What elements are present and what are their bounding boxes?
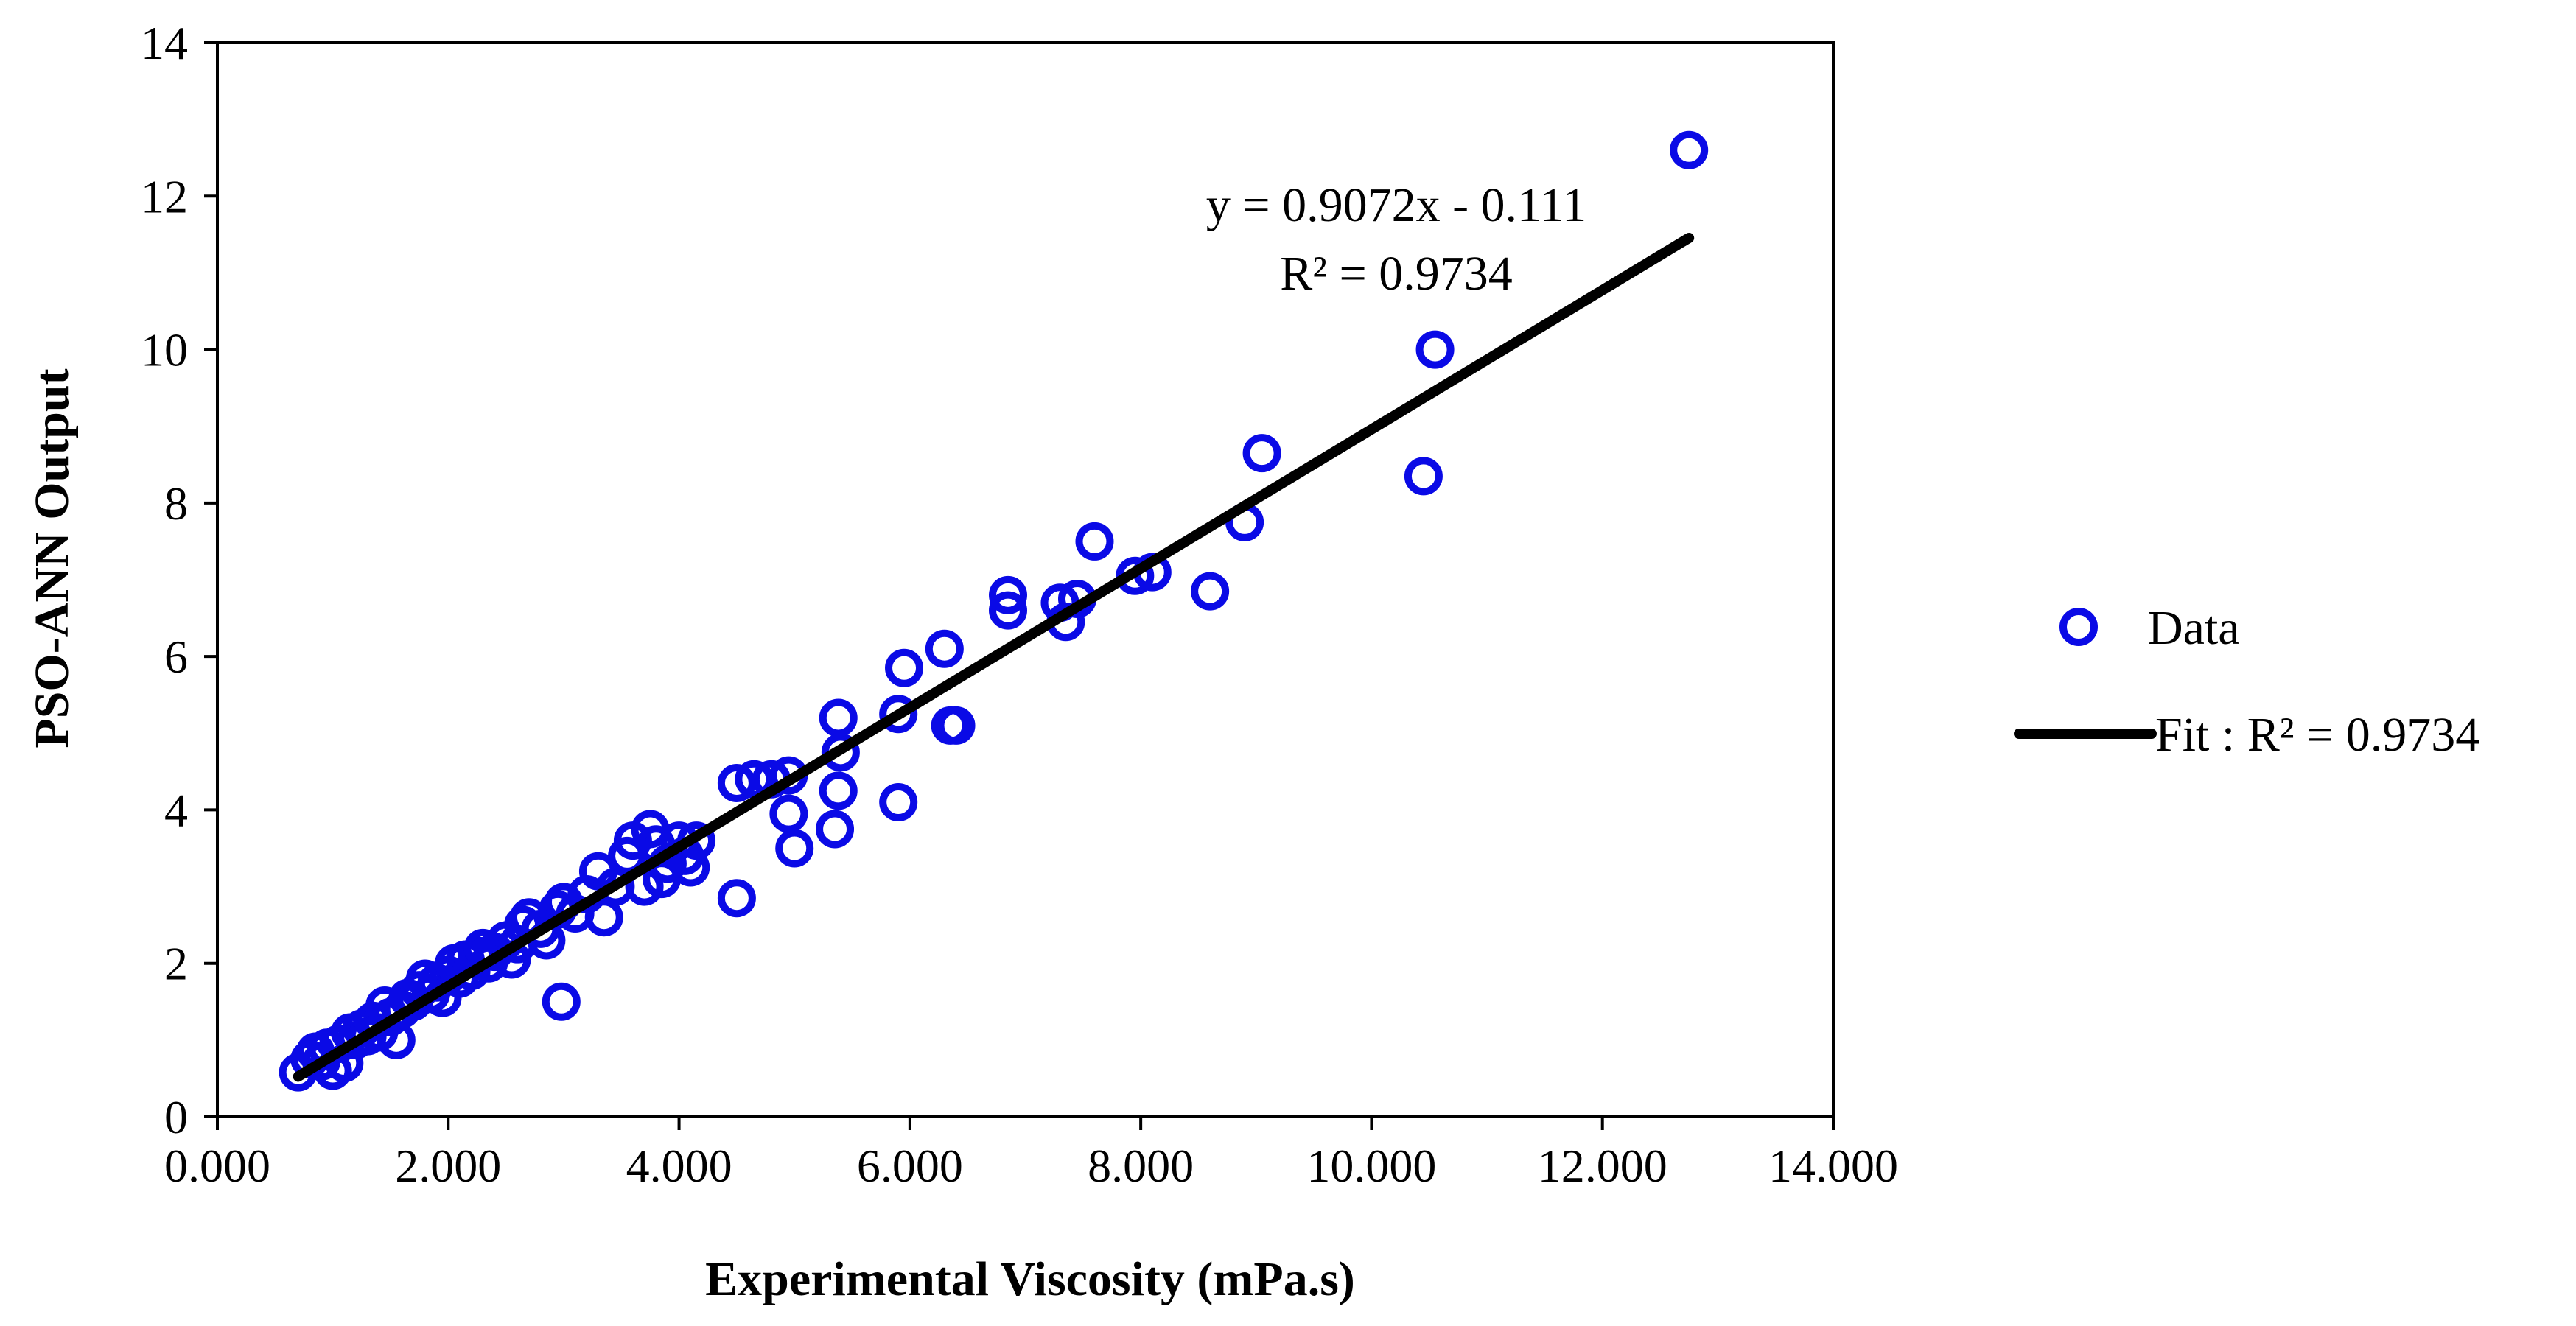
data-point (717, 763, 756, 802)
x-axis-ticks: 0.000 2.000 4.000 6.000 8.000 10.000 12.000 14.… (164, 1117, 1898, 1192)
x-tick-label: 6.000 (857, 1140, 963, 1192)
data-point (925, 629, 964, 668)
x-tick-label: 4.000 (626, 1140, 732, 1192)
data-points (279, 130, 1709, 1092)
data-point (816, 810, 855, 849)
data-point (1404, 457, 1443, 496)
y-tick-label: 8 (164, 477, 188, 530)
data-point (1242, 434, 1281, 473)
plot-area-border (216, 41, 1835, 1118)
data-point (1075, 522, 1114, 561)
data-point (819, 698, 858, 737)
data-point (1670, 130, 1709, 169)
fit-equation-annotation: y = 0.9072x - 0.111 (1206, 178, 1586, 232)
y-tick-label: 0 (164, 1091, 188, 1143)
x-tick-label: 14.000 (1768, 1140, 1898, 1192)
data-point (879, 783, 918, 822)
legend: Data Fit : R² = 0.9734 (2014, 601, 2479, 762)
data-point (717, 879, 756, 918)
x-axis-title: Experimental Viscosity (mPa.s) (705, 1252, 1355, 1306)
legend-marker-data (2059, 608, 2098, 646)
data-point (775, 829, 814, 868)
data-point (937, 706, 976, 745)
legend-label-fit: Fit : R² = 0.9734 (2155, 708, 2479, 762)
r-squared-annotation: R² = 0.9734 (1280, 247, 1513, 301)
x-tick-label: 8.000 (1088, 1140, 1194, 1192)
data-point (879, 695, 918, 734)
y-axis-ticks: 0 2 4 6 8 10 12 14 (141, 17, 217, 1143)
data-point (1415, 330, 1455, 369)
data-point (735, 760, 774, 799)
data-point (819, 771, 858, 810)
x-tick-label: 0.000 (164, 1140, 270, 1192)
data-point (769, 794, 808, 833)
y-tick-label: 10 (141, 324, 188, 376)
data-point (1191, 572, 1230, 611)
y-tick-label: 12 (141, 170, 188, 222)
data-point (989, 591, 1028, 630)
y-tick-label: 6 (164, 631, 188, 683)
legend-label-data: Data (2148, 601, 2240, 655)
data-point (542, 982, 581, 1021)
data-point (989, 575, 1028, 614)
x-tick-label: 12.000 (1538, 1140, 1667, 1192)
fit-line (293, 232, 1695, 1082)
fit-line-group (293, 232, 1695, 1082)
y-tick-label: 2 (164, 938, 188, 990)
y-axis-title: PSO-ANN Output (25, 368, 79, 748)
plot-frame (216, 41, 1835, 1118)
x-tick-label: 2.000 (395, 1140, 501, 1192)
x-tick-label: 10.000 (1306, 1140, 1436, 1192)
data-point (885, 648, 924, 687)
y-tick-label: 4 (164, 784, 188, 836)
y-tick-label: 14 (141, 17, 188, 69)
data-point (821, 733, 860, 772)
